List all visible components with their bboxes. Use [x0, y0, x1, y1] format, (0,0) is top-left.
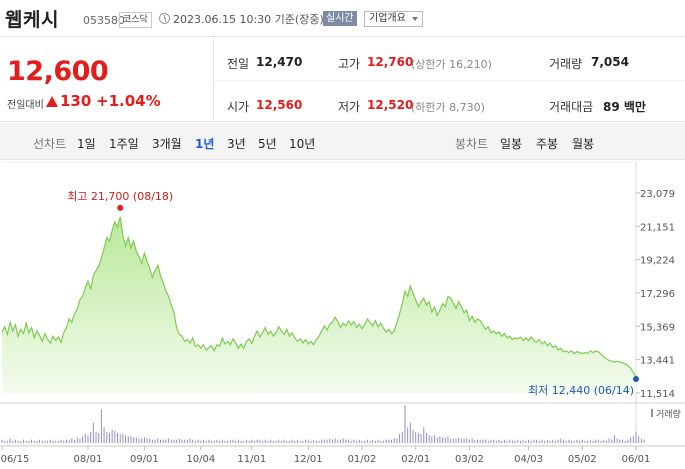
price-area-fill [2, 216, 636, 393]
x-tick-label: 09/01 [130, 454, 159, 465]
upper-limit: (상한가 16,210) [411, 58, 492, 71]
tab-3y[interactable]: 3년 [227, 137, 246, 151]
open-value: 12,560 [256, 98, 303, 112]
low-marker [633, 375, 639, 382]
volume-legend-label: 거래량 [656, 408, 681, 420]
high-annotation: 최고 21,700 (08/18) [67, 190, 173, 203]
x-tick-label: 01/02 [348, 454, 377, 465]
y-tick-label: 13,441 [640, 356, 675, 367]
x-tick-label: 06/01 [622, 454, 651, 465]
tab-weekly-candle[interactable]: 주봉 [536, 137, 559, 151]
quote-panel: 12,600 전일대비 130 +1.04% 전일 12,470 고가 12,7… [0, 38, 685, 122]
y-tick-label: 21,151 [640, 222, 675, 233]
y-tick-label: 19,224 [640, 256, 675, 267]
x-tick-label: 10/04 [186, 454, 215, 465]
x-tick-label: 05/02 [568, 454, 597, 465]
price-line [1, 216, 637, 378]
y-tick-label: 11,514 [640, 389, 675, 400]
candle-chart-label: 봉차트 [455, 137, 489, 151]
company-overview-label: 기업개요 [369, 13, 406, 24]
low-label: 저가 [338, 100, 361, 114]
tab-1y[interactable]: 1년 [195, 137, 215, 151]
high-value: 12,760 [367, 55, 414, 69]
volume-value: 7,054 [591, 55, 629, 69]
quote-divider [213, 38, 214, 122]
x-tick-label: 08/01 [74, 454, 103, 465]
current-price: 12,600 [7, 56, 109, 87]
chart-period-tabs: 선차트 1일 1주일 3개월 1년 3년 5년 10년 봉차트 일봉 주봉 월봉 [0, 123, 685, 160]
change-label: 전일대비 [7, 100, 44, 111]
tab-monthly-candle[interactable]: 월봉 [572, 137, 595, 151]
market-badge: 코스닥 [119, 12, 152, 28]
x-tick-label: 02/01 [401, 454, 430, 465]
price-chart-svg: 23,079 21,151 19,224 17,296 15,369 13,441 11,5… [0, 161, 685, 465]
prev-close-value: 12,470 [256, 55, 303, 69]
change-amount: 130 [60, 92, 92, 110]
x-tick-label: 06/15 [1, 454, 30, 465]
quote-timestamp: 2023.06.15 10:30 기준(장중) [173, 13, 324, 26]
prev-close-label: 전일 [227, 57, 250, 71]
volume-label: 거래량 [549, 57, 583, 71]
stock-name: 웹케시 [5, 9, 59, 31]
line-chart-label: 선차트 [33, 137, 67, 151]
x-tick-label: 11/01 [237, 454, 266, 465]
clock-icon [159, 13, 170, 24]
high-marker [117, 204, 124, 211]
volume-legend-swatch [651, 409, 653, 417]
tab-1w[interactable]: 1주일 [109, 137, 139, 151]
change-percent: +1.04% [96, 92, 161, 110]
x-tick-label: 04/03 [514, 454, 543, 465]
low-annotation: 최저 12,440 (06/14) [528, 384, 634, 397]
trade-value-label: 거래대금 [549, 100, 594, 114]
tab-5y[interactable]: 5년 [258, 137, 277, 151]
tab-10y[interactable]: 10년 [289, 137, 316, 151]
lower-limit: (하한가 8,730) [411, 101, 485, 114]
quote-row-divider [214, 80, 685, 81]
tab-3m[interactable]: 3개월 [152, 137, 182, 151]
stock-header: 웹케시 053580 코스닥 2023.06.15 10:30 기준(장중) 실… [0, 0, 685, 37]
company-overview-dropdown[interactable]: 기업개요 [364, 11, 423, 27]
realtime-button[interactable]: 실시간 [323, 11, 357, 26]
y-tick-label: 15,369 [640, 322, 675, 333]
low-value: 12,520 [367, 98, 414, 112]
up-arrow-icon [46, 96, 58, 107]
y-tick-label: 23,079 [640, 189, 675, 200]
stock-code: 053580 [83, 14, 125, 27]
x-tick-label: 12/01 [294, 454, 323, 465]
y-tick-label: 17,296 [640, 289, 675, 300]
high-label: 고가 [338, 57, 361, 71]
trade-value: 89 백만 [603, 100, 646, 114]
x-tick-label: 03/02 [455, 454, 484, 465]
tab-1d[interactable]: 1일 [77, 137, 96, 151]
open-label: 시가 [227, 100, 250, 114]
chevron-down-icon [411, 17, 418, 21]
price-chart[interactable]: 23,079 21,151 19,224 17,296 15,369 13,441 11,5… [0, 160, 685, 469]
tab-daily-candle[interactable]: 일봉 [500, 137, 523, 151]
